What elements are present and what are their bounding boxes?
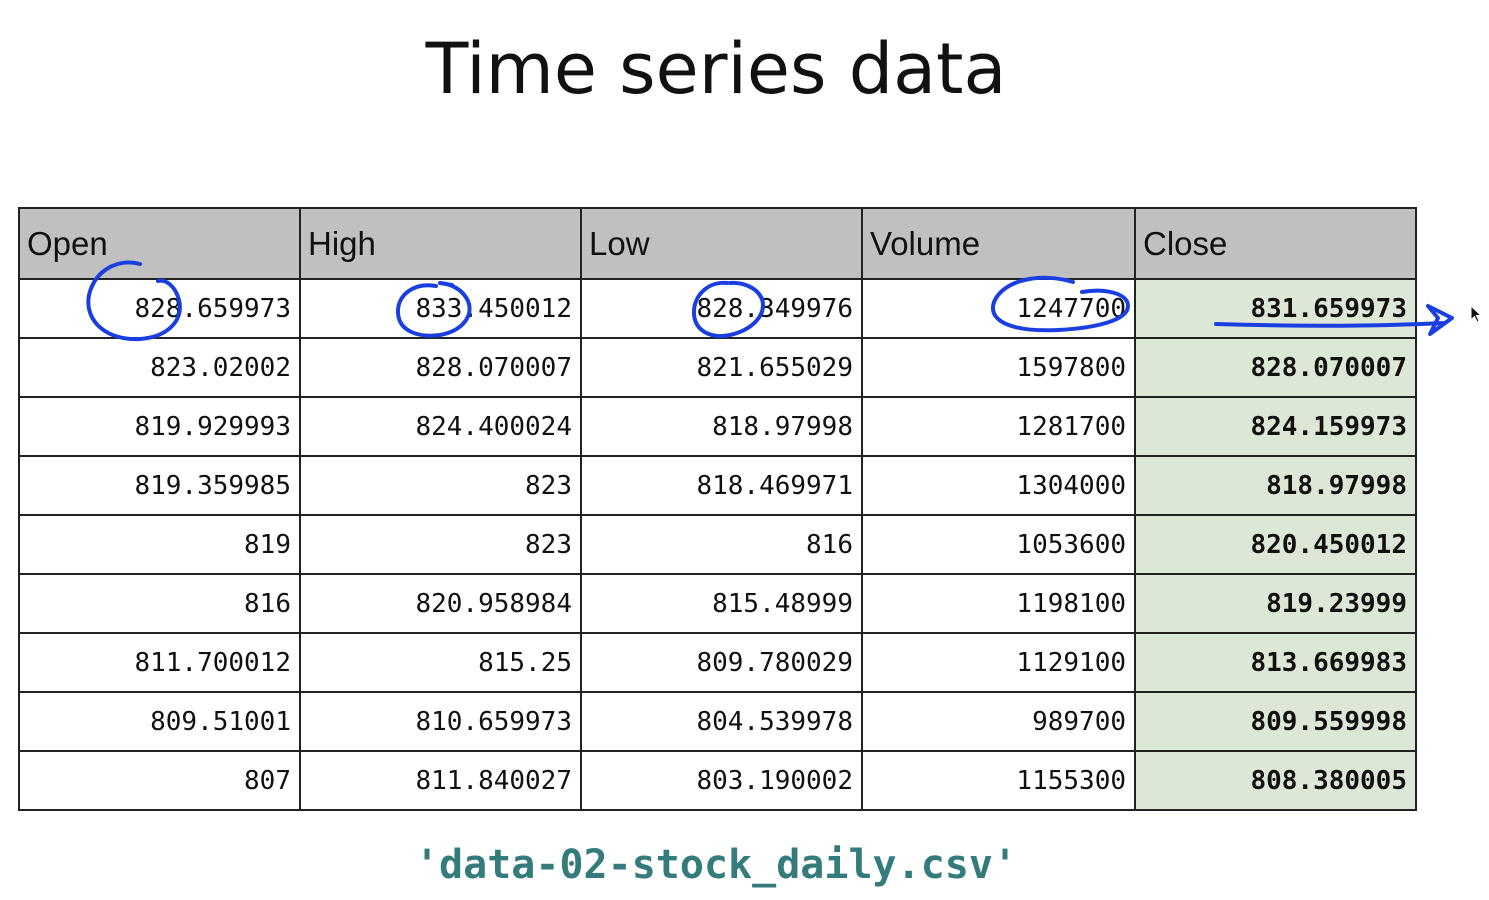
cell-close: 819.23999 bbox=[1134, 573, 1417, 634]
cell-close: 824.159973 bbox=[1134, 396, 1417, 457]
cell-high: 820.958984 bbox=[299, 573, 582, 634]
cell-volume: 1281700 bbox=[861, 396, 1136, 457]
table-row: 828.659973 833.450012 828.349976 1247700… bbox=[18, 278, 1417, 339]
cell-high: 833.450012 bbox=[299, 278, 582, 339]
cell-open: 823.02002 bbox=[18, 337, 301, 398]
cell-close: 808.380005 bbox=[1134, 750, 1417, 811]
cell-open: 809.51001 bbox=[18, 691, 301, 752]
cell-close: 818.97998 bbox=[1134, 455, 1417, 516]
cell-volume: 989700 bbox=[861, 691, 1136, 752]
cell-high: 815.25 bbox=[299, 632, 582, 693]
cell-open: 819.929993 bbox=[18, 396, 301, 457]
cell-open: 811.700012 bbox=[18, 632, 301, 693]
cell-low: 815.48999 bbox=[580, 573, 863, 634]
table-row: 807 811.840027 803.190002 1155300 808.38… bbox=[18, 750, 1417, 811]
table-row: 816 820.958984 815.48999 1198100 819.239… bbox=[18, 573, 1417, 634]
cell-volume: 1198100 bbox=[861, 573, 1136, 634]
cell-low: 818.469971 bbox=[580, 455, 863, 516]
cell-open: 828.659973 bbox=[18, 278, 301, 339]
mouse-cursor-icon bbox=[1470, 305, 1483, 323]
cell-open: 819.359985 bbox=[18, 455, 301, 516]
cell-high: 824.400024 bbox=[299, 396, 582, 457]
table-row: 809.51001 810.659973 804.539978 989700 8… bbox=[18, 691, 1417, 752]
column-header-volume: Volume bbox=[861, 207, 1136, 280]
table-row: 811.700012 815.25 809.780029 1129100 813… bbox=[18, 632, 1417, 693]
cell-low: 809.780029 bbox=[580, 632, 863, 693]
cell-open: 816 bbox=[18, 573, 301, 634]
cell-high: 823 bbox=[299, 514, 582, 575]
slide-title: Time series data bbox=[425, 28, 1007, 110]
cell-low: 818.97998 bbox=[580, 396, 863, 457]
cell-volume: 1129100 bbox=[861, 632, 1136, 693]
cell-close: 831.659973 bbox=[1134, 278, 1417, 339]
cell-high: 828.070007 bbox=[299, 337, 582, 398]
table-row: 823.02002 828.070007 821.655029 1597800 … bbox=[18, 337, 1417, 398]
cell-high: 811.840027 bbox=[299, 750, 582, 811]
cell-close: 828.070007 bbox=[1134, 337, 1417, 398]
cell-low: 803.190002 bbox=[580, 750, 863, 811]
stock-data-table: Open High Low Volume Close 828.659973 83… bbox=[18, 207, 1417, 811]
cell-low: 821.655029 bbox=[580, 337, 863, 398]
table-row: 819.359985 823 818.469971 1304000 818.97… bbox=[18, 455, 1417, 516]
cell-volume: 1247700 bbox=[861, 278, 1136, 339]
cell-volume: 1053600 bbox=[861, 514, 1136, 575]
column-header-low: Low bbox=[580, 207, 863, 280]
arrow-head bbox=[1426, 304, 1454, 336]
table-row: 819.929993 824.400024 818.97998 1281700 … bbox=[18, 396, 1417, 457]
table-row: 819 823 816 1053600 820.450012 bbox=[18, 514, 1417, 575]
cell-open: 819 bbox=[18, 514, 301, 575]
column-header-open: Open bbox=[18, 207, 301, 280]
cell-open: 807 bbox=[18, 750, 301, 811]
cell-close: 820.450012 bbox=[1134, 514, 1417, 575]
column-header-high: High bbox=[299, 207, 582, 280]
cell-volume: 1304000 bbox=[861, 455, 1136, 516]
cell-close: 809.559998 bbox=[1134, 691, 1417, 752]
column-header-close: Close bbox=[1134, 207, 1417, 280]
cell-low: 828.349976 bbox=[580, 278, 863, 339]
cell-volume: 1155300 bbox=[861, 750, 1136, 811]
cell-volume: 1597800 bbox=[861, 337, 1136, 398]
csv-filename: 'data-02-stock_daily.csv' bbox=[414, 842, 1018, 888]
cell-low: 804.539978 bbox=[580, 691, 863, 752]
cell-high: 810.659973 bbox=[299, 691, 582, 752]
cell-close: 813.669983 bbox=[1134, 632, 1417, 693]
cell-low: 816 bbox=[580, 514, 863, 575]
table-header-row: Open High Low Volume Close bbox=[18, 207, 1417, 280]
cell-high: 823 bbox=[299, 455, 582, 516]
